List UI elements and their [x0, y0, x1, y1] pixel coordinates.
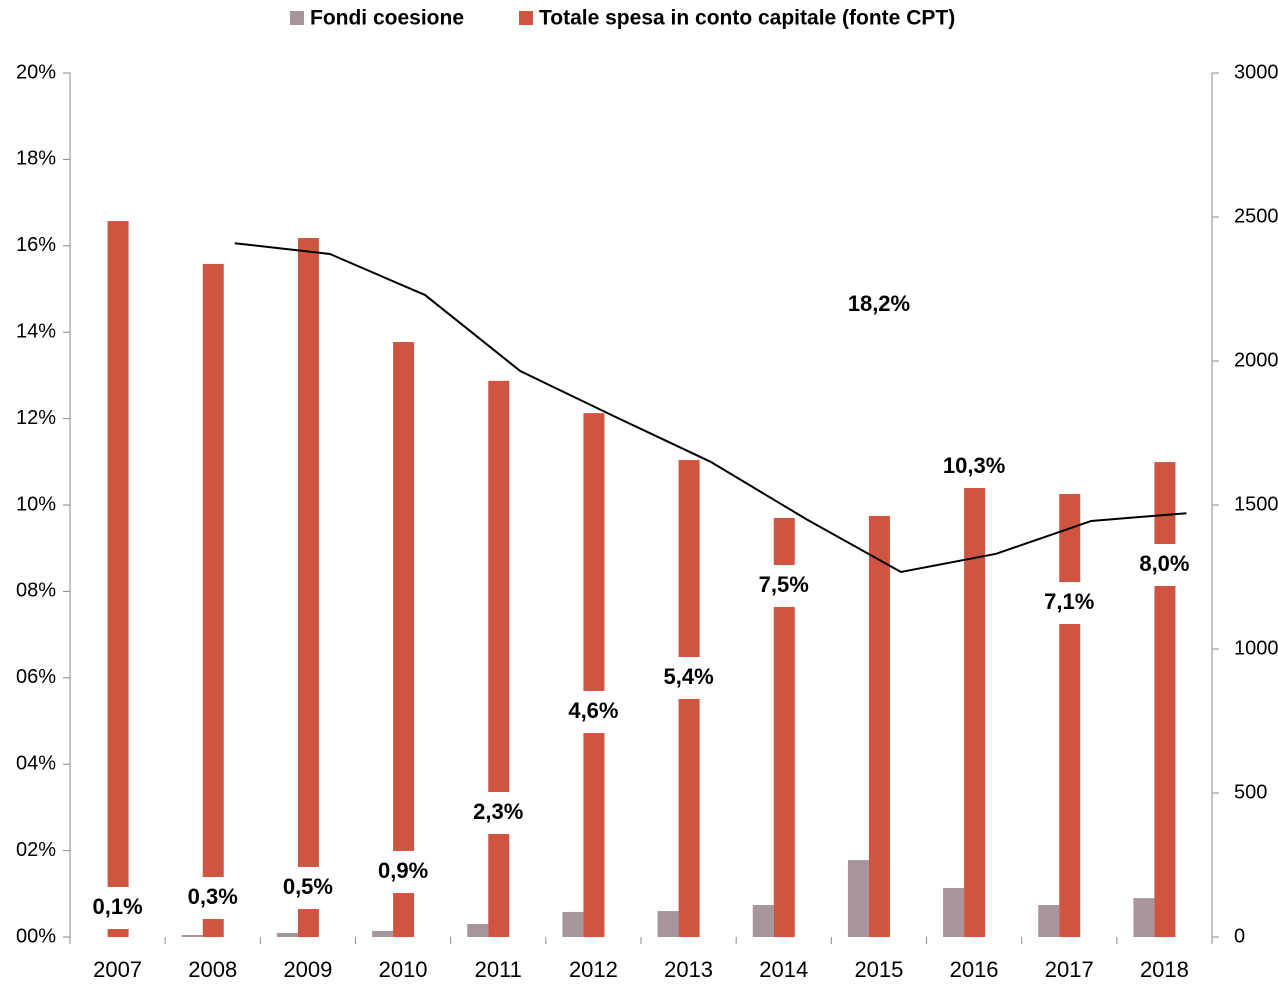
label-box — [960, 446, 1007, 488]
x-tick-label: 2017 — [1045, 957, 1094, 982]
data-label: 18,2% — [848, 291, 910, 316]
data-label: 0,9% — [378, 858, 428, 883]
y-tick-label: 04% — [16, 752, 56, 774]
line — [234, 242, 1187, 574]
y-tick-label: 10% — [16, 493, 56, 515]
bar — [297, 238, 319, 938]
bar — [752, 905, 774, 937]
label-box — [389, 851, 436, 893]
bar — [488, 380, 510, 937]
label-box — [484, 792, 531, 834]
y-tick-label: 20% — [16, 61, 56, 83]
bar — [847, 860, 869, 937]
label-box — [579, 691, 626, 733]
data-label: 10,3% — [943, 453, 1005, 478]
x-tick-label: 2010 — [379, 957, 428, 982]
y-tick-label: 08% — [16, 580, 56, 602]
x-tick-label: 2015 — [854, 957, 903, 982]
y-tick-label: 06% — [16, 666, 56, 688]
bar — [1038, 905, 1060, 937]
data-label: 0,3% — [188, 884, 238, 909]
y-tick-label: 12% — [16, 407, 56, 429]
label-box — [674, 657, 721, 699]
y2-tick-label: 0 — [1234, 925, 1245, 947]
x-tick-label: 2014 — [759, 957, 808, 982]
bar — [773, 517, 795, 937]
x-tick-label: 2016 — [950, 957, 999, 982]
label-box — [864, 284, 911, 326]
bar — [583, 413, 605, 937]
data-label: 8,0% — [1139, 551, 1189, 576]
label-box — [769, 565, 816, 607]
y-tick-label: 16% — [16, 234, 56, 256]
y2-tick-label: 1500 — [1234, 493, 1278, 515]
legend-swatch — [519, 11, 534, 25]
bar — [964, 485, 986, 937]
legend-swatch — [290, 11, 304, 25]
bar — [943, 888, 965, 937]
label-box — [103, 887, 150, 929]
bar — [1154, 462, 1176, 937]
bar — [467, 924, 489, 937]
bar — [202, 263, 224, 938]
y-tick-label: 02% — [16, 839, 56, 861]
data-label: 2,3% — [473, 799, 523, 824]
bar — [562, 911, 584, 937]
y-tick-label: 14% — [16, 320, 56, 342]
x-tick-label: 2018 — [1140, 957, 1189, 982]
data-label: 7,1% — [1044, 589, 1094, 614]
bar — [868, 515, 890, 937]
y2-tick-label: 3000 — [1234, 61, 1278, 83]
data-label: 4,6% — [568, 698, 618, 723]
bar — [393, 341, 415, 937]
bar — [372, 930, 394, 937]
bar — [1133, 898, 1155, 937]
x-tick-label: 2013 — [664, 957, 713, 982]
y-tick-label: 18% — [16, 148, 56, 170]
legend-label: Fondi coesione — [310, 7, 464, 30]
label-box — [1055, 582, 1102, 624]
y2-tick-label: 2500 — [1234, 205, 1278, 227]
x-tick-label: 2011 — [475, 957, 522, 982]
data-label: 7,5% — [759, 572, 809, 597]
bar — [107, 221, 129, 938]
data-label: 0,5% — [283, 874, 333, 899]
y-tick-label: 00% — [16, 925, 56, 947]
bar — [1059, 494, 1081, 937]
y2-tick-label: 500 — [1234, 781, 1267, 803]
bar — [276, 932, 298, 937]
y2-tick-label: 2000 — [1234, 349, 1278, 371]
label-box — [198, 877, 245, 919]
y2-tick-label: 1000 — [1234, 637, 1278, 659]
legend-label: Totale spesa in conto capitale (fonte CP… — [539, 7, 955, 30]
data-label: 0,1% — [93, 894, 143, 919]
label-box — [1150, 544, 1197, 586]
x-tick-label: 2008 — [188, 957, 237, 982]
label-box — [293, 867, 340, 909]
x-tick-label: 2012 — [569, 957, 618, 982]
x-tick-label: 2007 — [93, 957, 142, 982]
data-label: 5,4% — [664, 664, 714, 689]
bar — [657, 911, 679, 937]
x-tick-label: 2009 — [283, 957, 332, 982]
bar — [181, 934, 203, 937]
